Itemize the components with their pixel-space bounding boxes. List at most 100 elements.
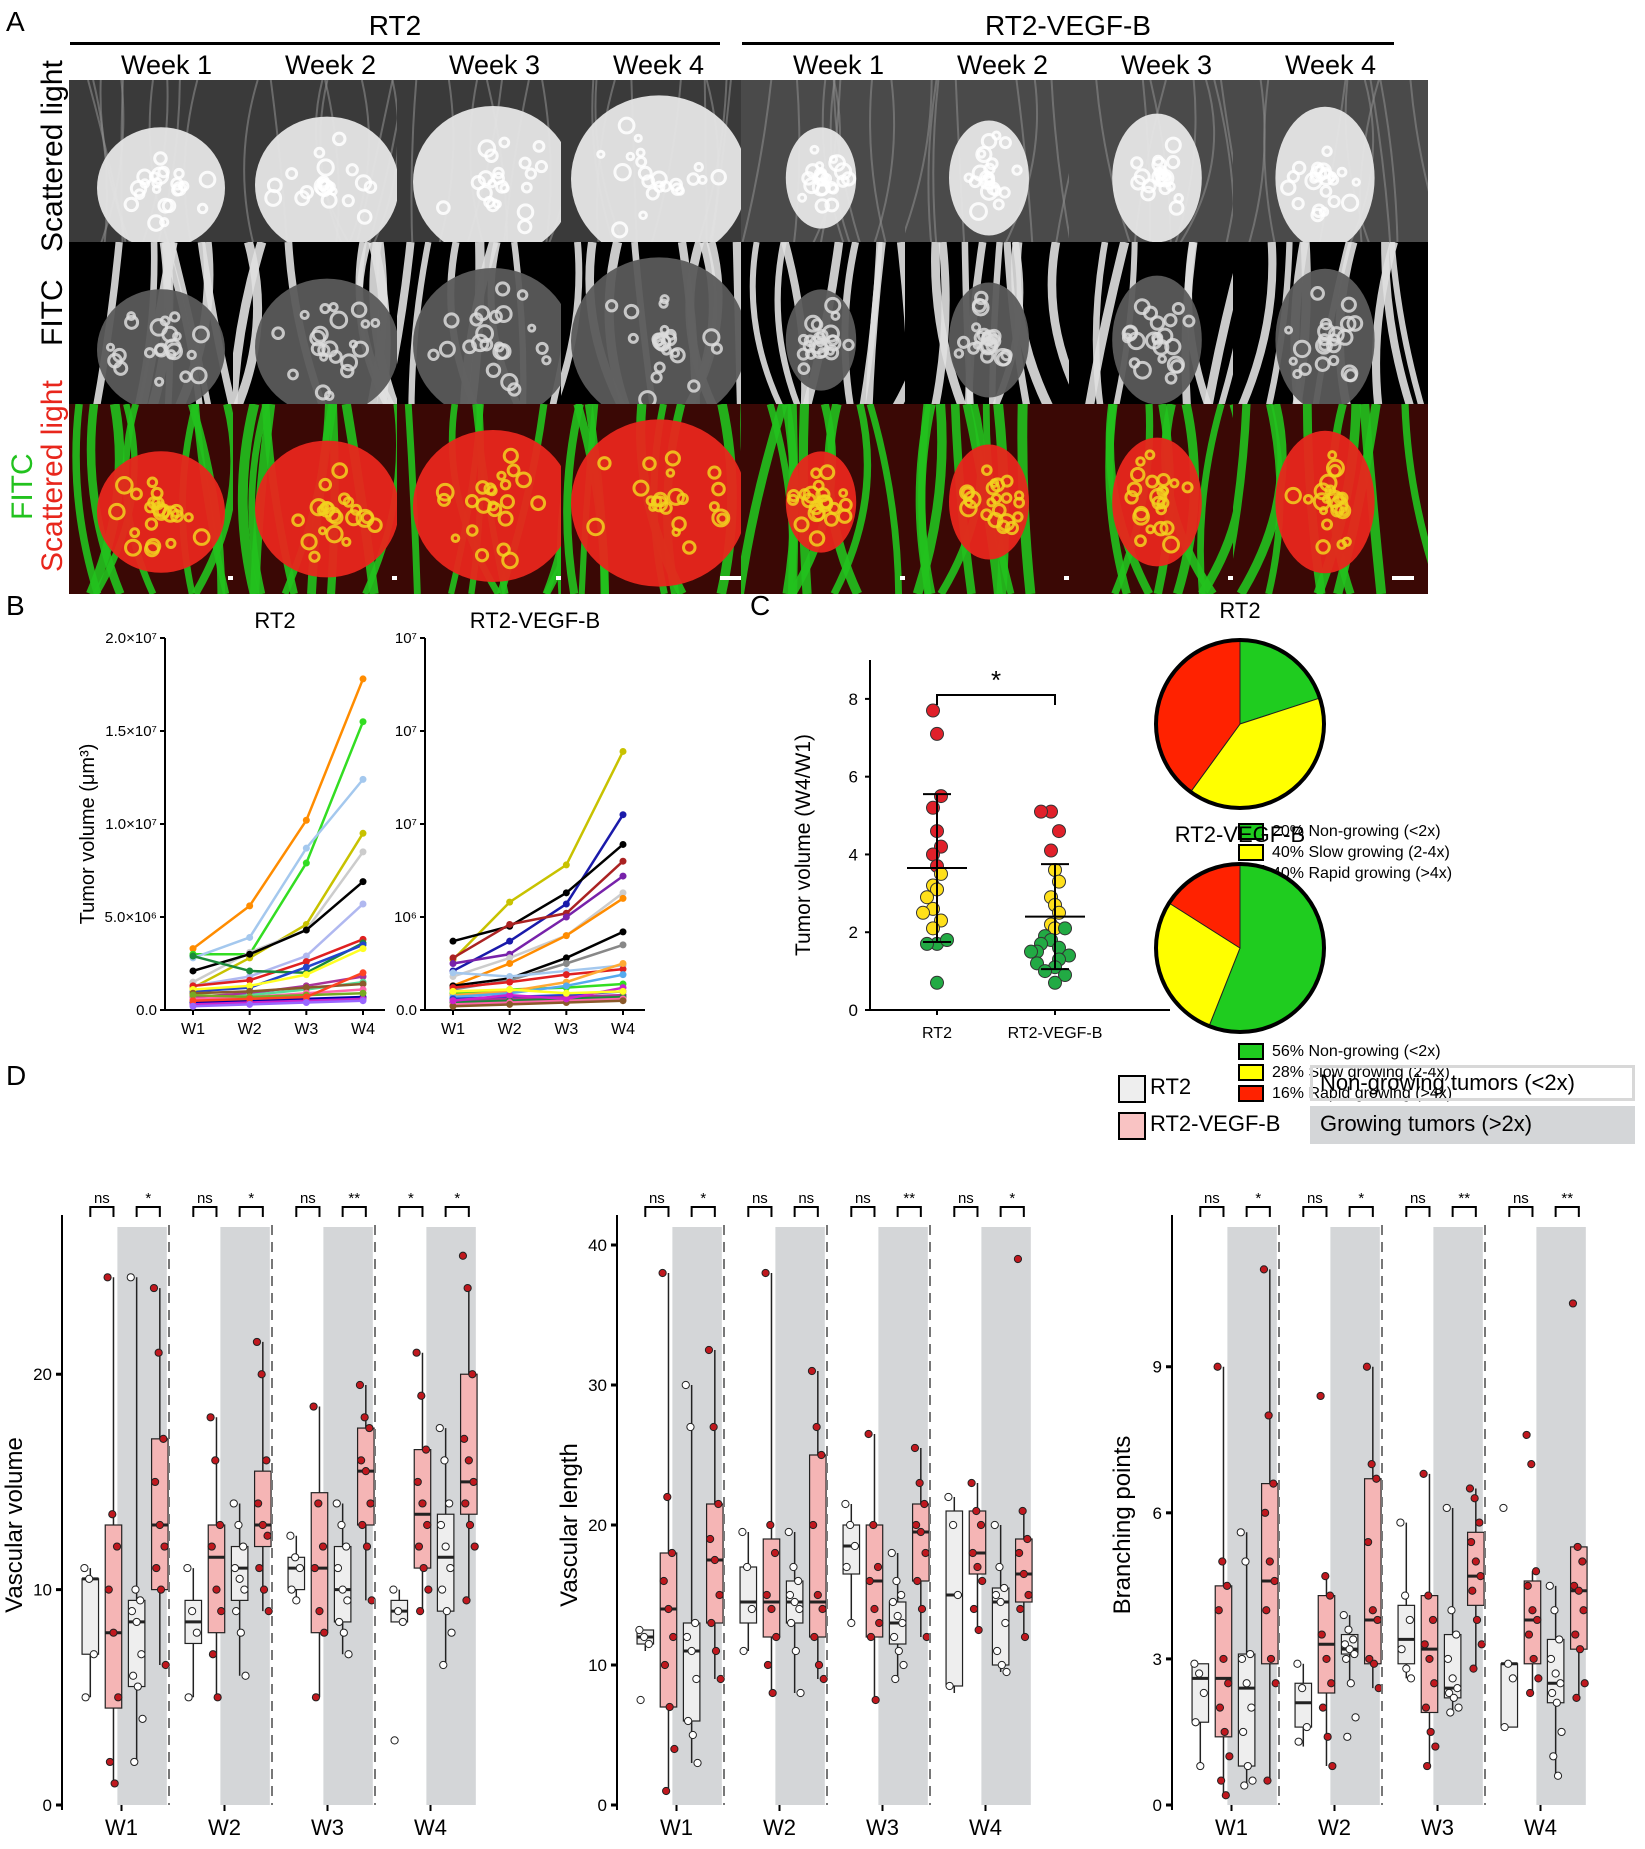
data-point bbox=[1528, 1606, 1537, 1615]
data-point bbox=[887, 1548, 896, 1558]
panel-letter-a: A bbox=[6, 6, 25, 37]
data-point bbox=[1524, 1630, 1534, 1639]
data-point bbox=[968, 1548, 977, 1558]
box bbox=[81, 1578, 100, 1655]
data-point bbox=[236, 1628, 245, 1637]
data-point bbox=[1430, 1679, 1439, 1688]
data-point bbox=[470, 1542, 479, 1551]
series-line bbox=[452, 750, 625, 961]
data-point bbox=[693, 1758, 702, 1768]
data-point bbox=[160, 1542, 169, 1551]
data-point bbox=[890, 1632, 899, 1642]
data-point bbox=[1531, 1567, 1541, 1576]
data-point bbox=[212, 1585, 221, 1594]
data-point bbox=[1262, 1606, 1271, 1615]
data-point bbox=[875, 1618, 884, 1628]
data-point bbox=[916, 905, 930, 920]
data-point bbox=[188, 1607, 197, 1616]
line-chart-rt2: RT2 0.0 5.0×10⁶ 1.0×10⁷ 1.5×10⁷ 2.0×10⁷ W1 W2 W3… bbox=[77, 608, 385, 1038]
data-point bbox=[1572, 1693, 1581, 1702]
data-point bbox=[1551, 1669, 1560, 1678]
data-point bbox=[1443, 1654, 1453, 1664]
data-point bbox=[230, 1563, 240, 1573]
series-point bbox=[359, 945, 367, 953]
significance-label: * bbox=[1009, 1190, 1015, 1207]
y-tick-label: 9 bbox=[1153, 1358, 1162, 1377]
x-tick-label: W3 bbox=[554, 1021, 578, 1038]
data-point bbox=[1002, 1667, 1011, 1677]
series-point bbox=[562, 913, 570, 921]
data-point bbox=[787, 1618, 796, 1628]
data-point bbox=[917, 1604, 927, 1614]
data-point bbox=[1504, 1659, 1513, 1668]
significance-bracket bbox=[793, 1206, 819, 1217]
data-point bbox=[295, 1563, 304, 1573]
data-point bbox=[291, 1553, 300, 1562]
box bbox=[459, 1373, 478, 1515]
box bbox=[104, 1524, 123, 1709]
data-point bbox=[419, 1563, 428, 1573]
x-tick-label: W3 bbox=[866, 1815, 899, 1840]
row-label-scattered-light: Scattered light bbox=[36, 60, 69, 252]
data-point bbox=[1454, 1703, 1463, 1712]
data-point bbox=[161, 1660, 170, 1670]
significance-label: ns bbox=[300, 1190, 316, 1207]
data-point bbox=[1269, 1479, 1278, 1488]
data-point bbox=[1573, 1542, 1582, 1552]
data-point bbox=[213, 1693, 222, 1702]
data-point bbox=[310, 1563, 319, 1573]
legend-text: 40% Slow growing (2-4x) bbox=[1272, 844, 1450, 861]
data-point bbox=[320, 1628, 329, 1637]
data-point bbox=[944, 1492, 953, 1502]
data-point bbox=[342, 1542, 351, 1551]
data-point bbox=[1574, 1586, 1583, 1595]
microscopy-image bbox=[397, 80, 592, 270]
data-point bbox=[1468, 1586, 1477, 1595]
data-point bbox=[338, 1585, 347, 1594]
data-point bbox=[1199, 1688, 1208, 1698]
data-point bbox=[864, 1429, 873, 1439]
pie-title-rt2-vegf-b: RT2-VEGF-B bbox=[1174, 822, 1306, 847]
data-point bbox=[365, 1423, 374, 1433]
series-point bbox=[562, 861, 570, 869]
series-point bbox=[246, 976, 254, 984]
data-point bbox=[258, 1520, 267, 1530]
legend-swatch-rt2-vegf-b bbox=[1118, 1112, 1146, 1140]
data-point bbox=[1213, 1362, 1222, 1371]
data-point bbox=[215, 1520, 225, 1530]
series-point bbox=[562, 960, 570, 967]
series-line bbox=[192, 778, 364, 960]
data-point bbox=[441, 1542, 450, 1551]
significance-bracket bbox=[1245, 1206, 1271, 1217]
data-point bbox=[1350, 1649, 1359, 1659]
data-point bbox=[208, 1650, 218, 1659]
data-point bbox=[1500, 1722, 1509, 1732]
series-point bbox=[449, 937, 457, 945]
data-point bbox=[910, 1443, 920, 1453]
row-label-merge-fitc: FITC bbox=[6, 453, 39, 520]
series-point bbox=[619, 872, 627, 880]
data-point bbox=[1058, 921, 1072, 936]
data-point bbox=[337, 1520, 346, 1530]
data-point bbox=[949, 1520, 958, 1530]
data-point bbox=[1568, 1299, 1578, 1308]
data-point bbox=[686, 1422, 695, 1432]
x-tick-label: W1 bbox=[105, 1815, 138, 1840]
series-line bbox=[452, 964, 624, 978]
x-tick-label: W1 bbox=[441, 1021, 465, 1038]
data-point bbox=[1349, 1635, 1358, 1644]
significance-label: ns bbox=[798, 1190, 814, 1207]
box bbox=[945, 1510, 964, 1687]
box bbox=[253, 1470, 272, 1548]
data-point bbox=[1265, 1557, 1274, 1566]
data-point bbox=[207, 1542, 216, 1551]
series-point bbox=[302, 963, 310, 971]
data-point bbox=[716, 1674, 725, 1684]
legend-swatch bbox=[1238, 1064, 1264, 1082]
series-point bbox=[506, 937, 514, 945]
data-point bbox=[993, 1646, 1002, 1656]
series-line bbox=[192, 941, 364, 975]
data-point bbox=[333, 1563, 343, 1573]
data-point bbox=[1270, 1576, 1279, 1586]
data-point bbox=[687, 1646, 696, 1656]
